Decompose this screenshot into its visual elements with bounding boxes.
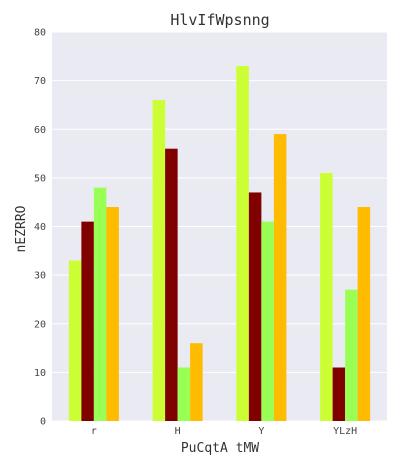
x-tick-label: r bbox=[91, 426, 97, 437]
bar-H-series-1 bbox=[152, 100, 166, 421]
y-tick-label: 30 bbox=[34, 271, 46, 282]
bar-H-series-2 bbox=[165, 148, 178, 421]
bar-YLzH-series-2 bbox=[332, 367, 346, 421]
bar-Y-series-3 bbox=[261, 221, 274, 421]
y-tick-label: 50 bbox=[34, 173, 46, 184]
y-tick-label: 0 bbox=[40, 417, 46, 428]
bar-Y-series-4 bbox=[273, 134, 287, 422]
y-tick-label: 70 bbox=[34, 76, 46, 87]
bar-r-series-4 bbox=[106, 207, 119, 421]
x-tick-label: H bbox=[175, 426, 181, 437]
x-axis-label: PuCqtA tMW bbox=[181, 441, 259, 456]
bar-H-series-4 bbox=[190, 343, 203, 421]
x-tick-labels: r H Y YLzH bbox=[91, 426, 357, 437]
bars bbox=[68, 66, 371, 422]
y-tick-labels: 0 10 20 30 40 50 60 70 80 bbox=[34, 28, 46, 428]
bar-Y-series-2 bbox=[248, 192, 262, 421]
bar-YLzH-series-3 bbox=[345, 289, 358, 421]
y-tick-label: 10 bbox=[34, 368, 46, 379]
bar-H-series-3 bbox=[177, 367, 191, 421]
bar-YLzH-series-1 bbox=[320, 173, 333, 421]
y-tick-label: 60 bbox=[34, 125, 46, 136]
y-tick-label: 40 bbox=[34, 222, 46, 233]
bar-r-series-1 bbox=[68, 260, 82, 421]
chart-title: HlvIfWpsnng bbox=[170, 11, 269, 29]
y-axis-label: nEZRRO bbox=[14, 205, 29, 252]
y-tick-label: 80 bbox=[34, 28, 46, 39]
y-tick-label: 20 bbox=[34, 319, 46, 330]
x-tick-label: YLzH bbox=[333, 426, 357, 437]
bar-Y-series-1 bbox=[236, 66, 249, 421]
bar-YLzH-series-4 bbox=[357, 207, 371, 421]
bar-r-series-3 bbox=[93, 187, 107, 421]
bar-r-series-2 bbox=[81, 221, 94, 421]
x-tick-label: Y bbox=[258, 426, 264, 437]
